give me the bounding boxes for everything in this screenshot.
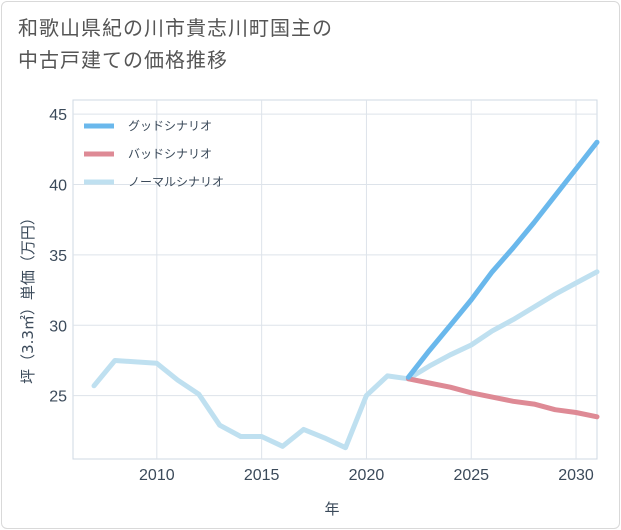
x-tick-label: 2010 bbox=[139, 467, 175, 484]
chart-title: 和歌山県紀の川市貴志川町国主の 中古戸建ての価格推移 bbox=[18, 12, 578, 76]
y-tick-label: 35 bbox=[49, 248, 67, 265]
chart-title-line1: 和歌山県紀の川市貴志川町国主の bbox=[18, 16, 333, 40]
legend-label-0: グッドシナリオ bbox=[128, 119, 212, 133]
chart-title-line2: 中古戸建ての価格推移 bbox=[18, 48, 228, 72]
y-axis-label: 坪（3.3㎡）単価（万円） bbox=[19, 210, 37, 384]
y-tick-label: 40 bbox=[49, 177, 67, 194]
y-axis-ticks: 25 30 35 40 45 bbox=[49, 107, 67, 406]
y-tick-label: 25 bbox=[49, 389, 67, 406]
series-line-0 bbox=[405, 139, 600, 380]
series-line-2 bbox=[91, 269, 600, 451]
legend-label-2: ノーマルシナリオ bbox=[128, 175, 224, 189]
x-tick-label: 2025 bbox=[453, 467, 489, 484]
x-tick-label: 2020 bbox=[349, 467, 385, 484]
x-tick-label: 2015 bbox=[244, 467, 280, 484]
y-tick-label: 45 bbox=[49, 107, 67, 124]
x-axis-label: 年 bbox=[324, 500, 339, 518]
series-line-1 bbox=[405, 376, 600, 420]
legend-label-1: バッドシナリオ bbox=[128, 147, 212, 161]
series-lines bbox=[91, 139, 600, 451]
x-tick-label: 2030 bbox=[558, 467, 594, 484]
y-tick-label: 30 bbox=[49, 318, 67, 335]
x-axis-ticks: 2010 2015 2020 2025 2030 bbox=[139, 467, 594, 484]
